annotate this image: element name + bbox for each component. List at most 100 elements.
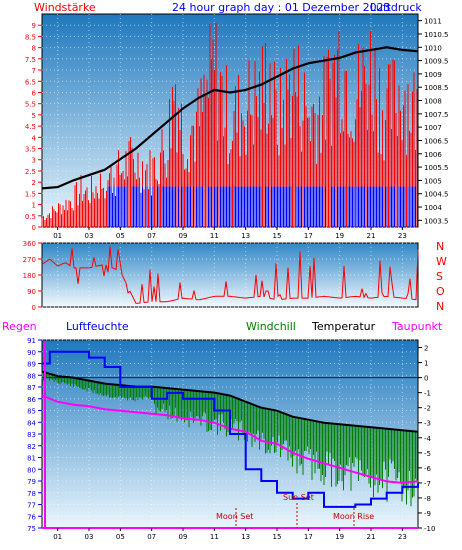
wind-axis-tick-label: 2.5 bbox=[25, 168, 36, 176]
sunset-label: Sun Set bbox=[283, 493, 314, 502]
temperature-axis-tick-label: 1 bbox=[424, 360, 428, 368]
pressure-axis-tick-label: 1003.5 bbox=[424, 217, 449, 225]
humidity-axis-tick-label: 81 bbox=[27, 455, 36, 463]
hour-axis-bottom-tick-label: 01 bbox=[53, 533, 62, 541]
temperature-axis-tick-label: -9 bbox=[424, 510, 431, 518]
dewpoint-legend: Taupunkt bbox=[391, 320, 443, 333]
temperature-line bbox=[41, 370, 419, 433]
humidity-axis-tick-label: 89 bbox=[27, 361, 36, 369]
humidity-axis-tick-label: 75 bbox=[27, 525, 36, 533]
hour-axis-top-tick-label: 01 bbox=[53, 232, 62, 240]
hour-axis-bottom-tick-label: 09 bbox=[179, 533, 188, 541]
hour-axis-top-tick-label: 07 bbox=[147, 232, 156, 240]
hour-axis-bottom-tick-label: 23 bbox=[398, 533, 407, 541]
hour-axis-top-tick-label: 09 bbox=[179, 232, 188, 240]
hour-axis-top-tick-label: 11 bbox=[210, 232, 219, 240]
pressure-axis-tick-label: 1006.5 bbox=[424, 137, 449, 145]
hour-axis-top-tick-label: 03 bbox=[85, 232, 94, 240]
pressure-axis-tick-label: 1007 bbox=[424, 124, 442, 132]
humidity-axis-tick-label: 85 bbox=[27, 408, 36, 416]
hour-axis-top-tick-label: 23 bbox=[398, 232, 407, 240]
hour-axis-bottom-tick-label: 21 bbox=[367, 533, 376, 541]
windchill-series bbox=[41, 371, 418, 507]
wind-axis-tick-label: 1 bbox=[32, 202, 36, 210]
humidity-axis-tick-label: 87 bbox=[27, 384, 36, 392]
wind-axis-tick-label: 1.5 bbox=[25, 190, 36, 198]
windchill-legend: Windchill bbox=[246, 320, 296, 333]
temperature-legend: Temperatur bbox=[311, 320, 376, 333]
humidity-axis-tick-label: 80 bbox=[27, 466, 36, 474]
pressure-axis-tick-label: 1007.5 bbox=[424, 111, 449, 119]
pressure-axis-tick-label: 1006 bbox=[424, 151, 442, 159]
humidity-axis-tick-label: 77 bbox=[27, 502, 36, 510]
direction-label: S bbox=[436, 270, 443, 283]
hour-axis-bottom-tick-label: 13 bbox=[241, 533, 250, 541]
wind-axis-tick-label: 9 bbox=[32, 22, 36, 30]
wind-axis-tick-label: 4.5 bbox=[25, 123, 36, 131]
humidity-legend: Luftfeuchte bbox=[66, 320, 129, 333]
temperature-axis-tick-label: -4 bbox=[424, 435, 432, 443]
pressure-axis-tick-label: 1010 bbox=[424, 44, 442, 52]
hour-axis-bottom-tick-label: 15 bbox=[273, 533, 282, 541]
humidity-axis-tick-label: 83 bbox=[27, 431, 36, 439]
hour-axis-top-tick-label: 21 bbox=[367, 232, 376, 240]
humidity-axis-tick-label: 84 bbox=[27, 419, 36, 427]
wind-axis-tick-label: 7 bbox=[32, 67, 36, 75]
hour-axis-bottom-tick-label: 17 bbox=[304, 533, 313, 541]
humidity-axis-tick-label: 79 bbox=[27, 478, 36, 486]
pressure-axis-tick-label: 1004.5 bbox=[424, 191, 449, 199]
pressure-axis-tick-label: 1009 bbox=[424, 71, 442, 79]
temperature-axis-tick-label: -5 bbox=[424, 450, 431, 458]
hour-axis-top-tick-label: 17 bbox=[304, 232, 313, 240]
pressure-line bbox=[41, 46, 419, 190]
humidity-axis-tick-label: 88 bbox=[27, 372, 36, 380]
hour-axis-bottom-tick-label: 19 bbox=[335, 533, 344, 541]
wind-axis-title: Windstärke bbox=[34, 1, 96, 14]
pressure-axis-tick-label: 1010.5 bbox=[424, 31, 449, 39]
humidity-axis-tick-label: 86 bbox=[27, 396, 36, 404]
temperature-axis-tick-label: 0 bbox=[424, 375, 428, 383]
temperature-axis-tick-label: -1 bbox=[424, 390, 431, 398]
direction-label: N bbox=[436, 240, 444, 253]
wind-direction-line bbox=[41, 246, 419, 304]
hour-axis-top-tick-label: 19 bbox=[335, 232, 344, 240]
pressure-axis-tick-label: 1005 bbox=[424, 177, 442, 185]
wind-axis-tick-label: 3 bbox=[32, 157, 36, 165]
chart-title: 24 hour graph day : 01 Dezember 2023 bbox=[172, 1, 391, 14]
direction-label: W bbox=[436, 255, 447, 268]
direction-axis-tick-label: 90 bbox=[27, 288, 36, 296]
wind-axis-tick-label: 4 bbox=[32, 134, 37, 142]
wind-axis-tick-label: 0 bbox=[32, 224, 36, 232]
pressure-axis-tick-label: 1011 bbox=[424, 18, 442, 26]
hour-axis-bottom-tick-label: 03 bbox=[85, 533, 94, 541]
hour-axis-bottom-tick-label: 05 bbox=[116, 533, 125, 541]
wind-axis-tick-label: 6.5 bbox=[25, 78, 36, 86]
wind-axis-tick-label: 7.5 bbox=[25, 56, 36, 64]
pressure-axis-tick-label: 1008 bbox=[424, 98, 442, 106]
wind-axis-tick-label: 8 bbox=[32, 45, 36, 53]
wind-axis-tick-label: 6 bbox=[32, 89, 37, 97]
pressure-axis-tick-label: 1009.5 bbox=[424, 58, 449, 66]
humidity-axis-tick-label: 90 bbox=[27, 349, 36, 357]
pressure-axis-tick-label: 1008.5 bbox=[424, 84, 449, 92]
wind-axis-tick-label: 0.5 bbox=[25, 213, 36, 221]
humidity-axis-tick-label: 91 bbox=[27, 337, 36, 345]
direction-axis-tick-label: 270 bbox=[23, 256, 36, 264]
hour-axis-top-tick-label: 13 bbox=[241, 232, 250, 240]
wind-axis-tick-label: 2 bbox=[32, 179, 36, 187]
wind-axis-tick-label: 5 bbox=[32, 112, 36, 120]
rain-legend: Regen bbox=[2, 320, 37, 333]
humidity-axis-tick-label: 78 bbox=[27, 490, 36, 498]
temperature-axis-tick-label: -7 bbox=[424, 480, 431, 488]
direction-axis-tick-label: 0 bbox=[32, 304, 36, 312]
direction-label: O bbox=[436, 285, 445, 298]
hour-axis-top-tick-label: 05 bbox=[116, 232, 125, 240]
temperature-axis-tick-label: -2 bbox=[424, 405, 431, 413]
wind-axis-tick-label: 8.5 bbox=[25, 33, 36, 41]
hour-axis-bottom-tick-label: 07 bbox=[147, 533, 156, 541]
temperature-axis-tick-label: 2 bbox=[424, 345, 428, 353]
moonset-label: Moon Set bbox=[216, 512, 253, 521]
pressure-axis-title: Luftdruck bbox=[370, 1, 422, 14]
humidity-axis-tick-label: 76 bbox=[27, 513, 36, 521]
